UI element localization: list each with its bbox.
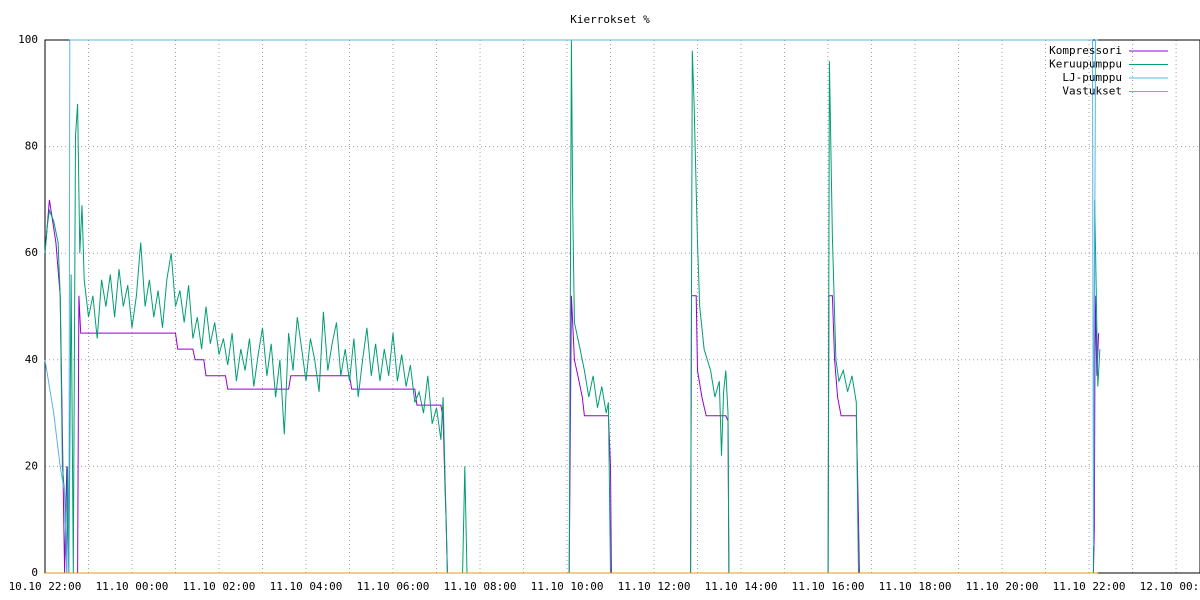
- x-tick-label: 10.10 22:00: [9, 580, 82, 593]
- x-tick-label: 11.10 18:00: [879, 580, 952, 593]
- series-line: [44, 199, 1100, 574]
- x-tick-label: 11.10 16:00: [792, 580, 865, 593]
- x-tick-label: 11.10 10:00: [531, 580, 604, 593]
- legend-label: Keruupumppu: [1049, 58, 1122, 71]
- x-tick-label: 11.10 08:00: [444, 580, 517, 593]
- y-tick-label: 60: [25, 246, 38, 259]
- y-tick-label: 0: [31, 566, 38, 579]
- x-tick-label: 11.10 12:00: [618, 580, 691, 593]
- legend-label: Kompressori: [1049, 44, 1122, 57]
- x-tick-label: 11.10 22:00: [1053, 580, 1126, 593]
- series-line: [44, 39, 1101, 574]
- y-tick-label: 100: [18, 33, 38, 46]
- y-tick-label: 80: [25, 140, 38, 153]
- x-tick-label: 11.10 00:00: [96, 580, 169, 593]
- x-tick-label: 11.10 04:00: [270, 580, 343, 593]
- legend-label: Vastukset: [1062, 85, 1122, 98]
- x-tick-label: 11.10 14:00: [705, 580, 778, 593]
- x-tick-label: 11.10 20:00: [966, 580, 1039, 593]
- x-tick-label: 11.10 02:00: [183, 580, 256, 593]
- legend-label: LJ-pumppu: [1062, 71, 1122, 84]
- y-tick-label: 20: [25, 459, 38, 472]
- y-tick-label: 40: [25, 353, 38, 366]
- x-tick-label: 12.10 00:00: [1140, 580, 1200, 593]
- x-tick-label: 11.10 06:00: [357, 580, 430, 593]
- plot-border: [44, 39, 1200, 574]
- chart-title: Kierrokset %: [570, 13, 650, 26]
